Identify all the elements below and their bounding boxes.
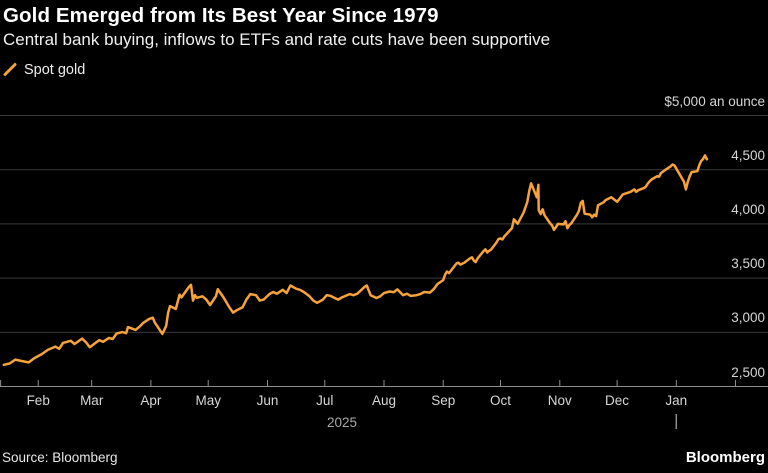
bloomberg-logo: Bloomberg <box>685 449 765 466</box>
source-credit: Source: Bloomberg <box>2 450 118 465</box>
legend-label: Spot gold <box>24 62 86 78</box>
chart-title: Gold Emerged from Its Best Year Since 19… <box>3 4 439 27</box>
y-axis-label: 3,500 <box>731 256 765 272</box>
x-axis-label: Jun <box>256 393 279 408</box>
x-axis-label: May <box>195 393 221 408</box>
x-axis-label: Oct <box>490 393 512 408</box>
y-axis-label: 3,000 <box>731 310 765 326</box>
y-axis-label: 2,500 <box>731 364 765 380</box>
x-axis-year-label: 2025 <box>326 415 357 430</box>
chart-subtitle: Central bank buying, inflows to ETFs and… <box>3 30 551 49</box>
y-axis-top-label: $5,000 an ounce <box>664 93 765 109</box>
x-axis-label: Mar <box>80 393 104 408</box>
x-axis-label: Jan <box>665 393 688 408</box>
spot-gold-line <box>2 154 709 367</box>
legend-line-marker-icon <box>3 62 18 82</box>
y-axis-label: 4,000 <box>731 201 765 217</box>
x-axis-label: Jul <box>316 393 334 408</box>
x-axis-label: Feb <box>26 393 50 408</box>
x-axis-label: Aug <box>371 393 397 408</box>
x-axis-label: Sep <box>431 393 456 408</box>
x-axis-label: Nov <box>547 393 572 408</box>
x-axis-label: Dec <box>605 393 630 408</box>
x-axis-label: Apr <box>140 393 162 408</box>
y-axis-label: 4,500 <box>731 147 765 163</box>
